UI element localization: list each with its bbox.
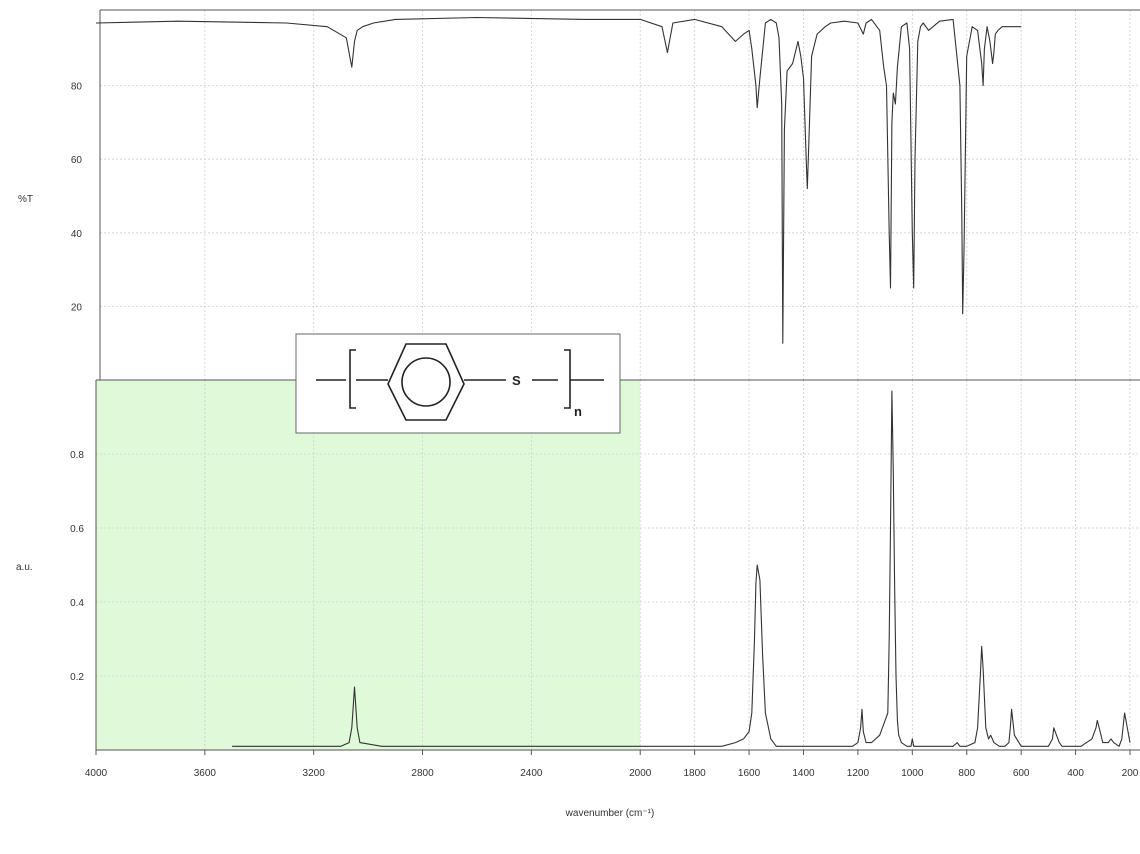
x-tick-label: 1800 xyxy=(684,768,707,779)
polymer-structure-inset: S n xyxy=(295,333,621,434)
x-tick-label: 1200 xyxy=(847,768,870,779)
bracket-right xyxy=(564,349,571,409)
ir-y-tick-label: 40 xyxy=(71,229,83,240)
x-tick-label: 400 xyxy=(1067,768,1084,779)
raman-panel-grid xyxy=(96,380,1140,750)
raman-y-tick-label: 0.8 xyxy=(70,450,84,461)
raman-y-tick-label: 0.6 xyxy=(70,524,84,535)
ir-y-ticks: 20 40 60 80 xyxy=(71,82,83,314)
x-axis-label: wavenumber (cm⁻¹) xyxy=(565,808,655,819)
x-tick-label: 2400 xyxy=(520,768,543,779)
x-tick-label: 1400 xyxy=(792,768,815,779)
bracket-left xyxy=(349,349,356,409)
ir-y-tick-label: 80 xyxy=(71,82,83,93)
x-tick-labels: 4000 3600 3200 2800 2400 2000 1800 1600 1400 1200… xyxy=(85,750,1139,779)
x-tick-label: 3600 xyxy=(194,768,217,779)
ir-y-tick-label: 60 xyxy=(71,155,83,166)
raman-y-ticks: 0.2 0.4 0.6 0.8 xyxy=(70,450,84,683)
x-tick-label: 800 xyxy=(958,768,975,779)
raman-y-tick-label: 0.4 xyxy=(70,598,84,609)
repeat-subscript: n xyxy=(574,404,582,419)
structure-box xyxy=(295,333,621,434)
ir-spectrum-line xyxy=(95,16,1022,344)
sulfur-atom-label: S xyxy=(512,373,521,388)
x-tick-label: 4000 xyxy=(85,768,108,779)
x-tick-label: 1000 xyxy=(901,768,924,779)
x-tick-label: 2000 xyxy=(629,768,652,779)
ir-y-axis-label: %T xyxy=(18,194,33,205)
x-tick-label: 600 xyxy=(1013,768,1030,779)
raman-y-tick-label: 0.2 xyxy=(70,672,84,683)
x-tick-label: 200 xyxy=(1122,768,1139,779)
x-tick-label: 1600 xyxy=(738,768,761,779)
highlight-region xyxy=(96,380,641,750)
x-tick-label: 2800 xyxy=(411,768,434,779)
x-tick-label: 3200 xyxy=(303,768,326,779)
raman-y-axis-label: a.u. xyxy=(16,562,33,573)
aromatic-circle-icon xyxy=(401,357,451,407)
ir-y-tick-label: 20 xyxy=(71,302,83,313)
benzene-ring-icon xyxy=(387,343,465,421)
raman-spectrum-line xyxy=(232,390,1131,747)
